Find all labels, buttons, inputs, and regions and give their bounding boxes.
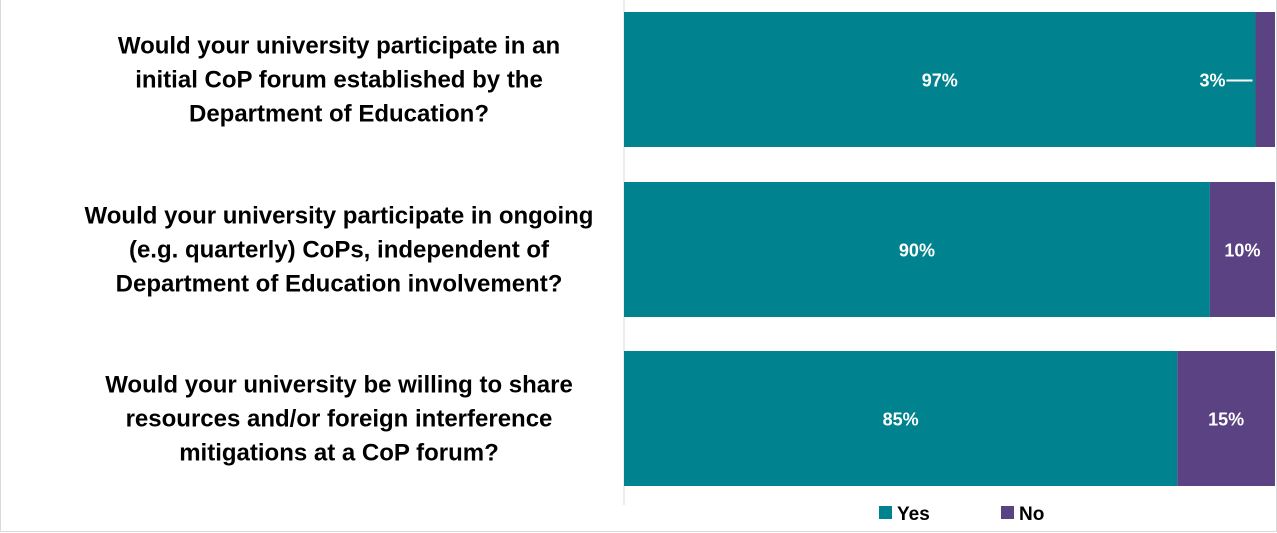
data-label-yes: 97% bbox=[922, 71, 958, 91]
legend-label-no: No bbox=[1019, 504, 1044, 525]
category-label: Would your university participate in ong… bbox=[85, 203, 594, 298]
data-label-yes: 90% bbox=[899, 241, 935, 261]
bar-segment-no bbox=[1255, 12, 1275, 147]
bar-segment-no bbox=[1209, 182, 1275, 317]
bar-segment-no bbox=[1177, 351, 1275, 486]
legend-swatch-yes bbox=[879, 506, 892, 519]
data-label-no: 15% bbox=[1208, 410, 1244, 430]
category-label: Would your university be willing to shar… bbox=[105, 372, 573, 467]
bar-segment-yes bbox=[624, 182, 1210, 317]
data-label-yes: 85% bbox=[883, 410, 919, 430]
bar-segment-yes bbox=[624, 12, 1256, 147]
legend-swatch-no bbox=[1001, 506, 1014, 519]
category-label: Would your university participate in an i… bbox=[118, 33, 560, 128]
data-label-no: 10% bbox=[1224, 241, 1260, 261]
data-label-no: 3% bbox=[1199, 71, 1225, 91]
bar-segment-yes bbox=[624, 351, 1178, 486]
legend-label-yes: Yes bbox=[897, 504, 930, 525]
